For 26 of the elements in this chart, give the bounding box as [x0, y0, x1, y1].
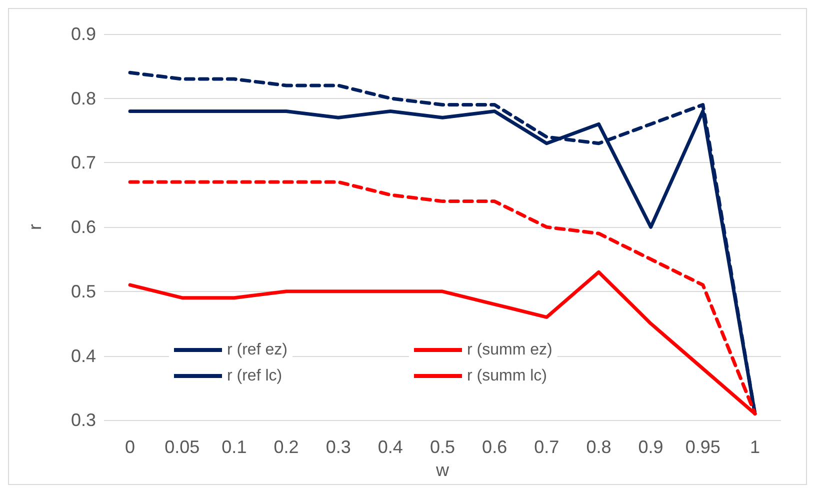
x-tick-label: 0.3: [326, 437, 351, 458]
x-tick-label: 0.6: [482, 437, 508, 458]
y-tick-label: 0.6: [70, 217, 96, 238]
legend-label: r (ref lc): [227, 368, 282, 384]
legend-label: r (summ lc): [467, 368, 547, 384]
y-tick-label: 0.9: [70, 24, 96, 44]
y-tick-label: 0.8: [70, 88, 96, 108]
x-tick-label: 0: [125, 437, 136, 458]
x-tick-label: 0.4: [378, 437, 403, 458]
y-tick-label: 0.7: [70, 152, 96, 173]
x-tick-label: 0.5: [430, 437, 456, 458]
x-axis-title: w: [435, 460, 450, 480]
x-tick-label: 0.7: [534, 437, 560, 458]
y-tick-label: 0.4: [70, 346, 96, 366]
x-tick-label: 0.8: [586, 437, 612, 458]
x-tick-label: 0.1: [222, 437, 247, 458]
x-tick-label: 0.05: [164, 437, 200, 458]
x-tick-label: 0.95: [685, 437, 720, 458]
y-tick-label: 0.5: [70, 281, 96, 302]
legend-label: r (ref ez): [227, 342, 288, 358]
legend-label: r (summ ez): [467, 342, 552, 358]
x-tick-label: 0.2: [274, 437, 299, 458]
y-axis-title: r: [25, 224, 45, 230]
y-tick-label: 0.3: [70, 410, 96, 430]
x-tick-label: 0.9: [638, 437, 664, 458]
x-tick-label: 1: [750, 437, 760, 458]
